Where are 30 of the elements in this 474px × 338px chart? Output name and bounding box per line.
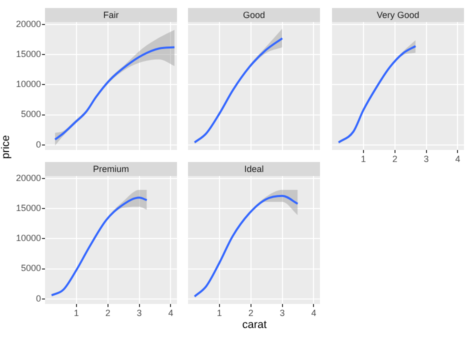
- x-tick-label: 3: [280, 308, 285, 318]
- y-tick-label: 10000: [16, 233, 41, 244]
- chart-title: Ideal: [188, 162, 320, 176]
- y-tick-label: 20000: [16, 172, 41, 183]
- y-tick-label: 20000: [16, 18, 41, 29]
- x-tick-label: 2: [248, 308, 254, 318]
- chart-title: Very Good: [332, 8, 464, 22]
- x-tick-label: 4: [168, 308, 174, 318]
- y-tick-label: 15000: [16, 203, 41, 214]
- x-tick-label: 3: [136, 308, 142, 318]
- x-tick-label: 2: [392, 154, 398, 164]
- chart-title: Premium: [45, 162, 177, 176]
- x-tick-label: 1: [360, 154, 366, 164]
- y-tick-label: 5000: [20, 109, 41, 120]
- x-tick-label: 1: [74, 308, 79, 318]
- x-tick-label: 2: [105, 308, 110, 318]
- x-tick-label: 4: [311, 308, 316, 318]
- y-tick-label: 0: [36, 293, 41, 304]
- y-axis-title: price: [0, 134, 12, 161]
- chart-title: Good: [188, 8, 320, 22]
- y-tick-label: 10000: [16, 79, 41, 90]
- x-tick-label: 4: [455, 154, 460, 164]
- x-tick-label: 1: [216, 308, 222, 318]
- x-tick-label: 3: [424, 154, 429, 164]
- y-tick-label: 5000: [20, 263, 41, 274]
- y-tick-label: 15000: [16, 49, 41, 60]
- y-tick-label: 0: [36, 139, 41, 150]
- line-series: [54, 46, 176, 140]
- x-axis-title: carat: [241, 319, 268, 331]
- chart-title: Fair: [45, 8, 177, 22]
